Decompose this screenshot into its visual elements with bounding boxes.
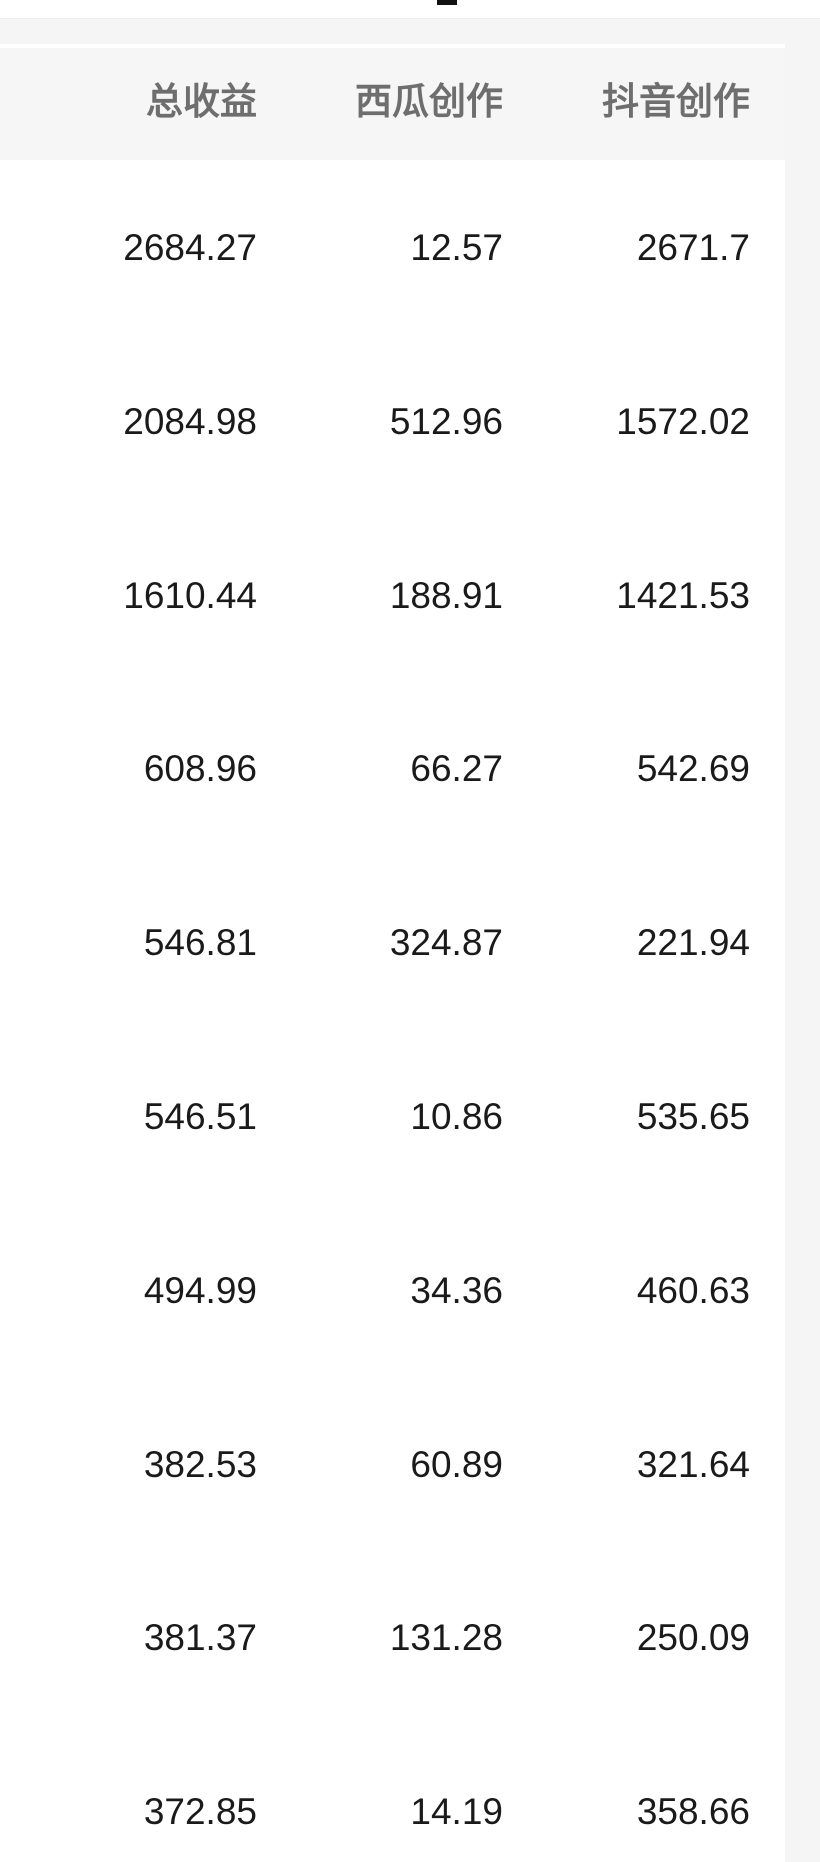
top-bar: [0, 0, 820, 19]
table-header: [0, 48, 785, 160]
douyin-cell: 460.63: [636, 1269, 750, 1311]
douyin-cell: 1421.53: [616, 574, 750, 616]
table-panel: [0, 44, 785, 1862]
total-revenue-cell: 1610.44: [123, 574, 257, 616]
column-header-douyin[interactable]: 抖音创作: [602, 81, 750, 122]
table-row[interactable]: 608.96 66.27 542.69: [0, 739, 785, 799]
xigua-cell: 14.19: [410, 1791, 503, 1833]
xigua-cell: 324.87: [389, 922, 503, 964]
douyin-cell: 2671.7: [636, 227, 750, 268]
table-row[interactable]: 372.85 14.19 358.66: [0, 1782, 785, 1842]
douyin-cell: 358.66: [636, 1791, 750, 1833]
douyin-cell: 221.94: [636, 922, 750, 964]
table-row[interactable]: 546.81 324.87 221.94: [0, 913, 785, 973]
total-revenue-cell: 381.37: [143, 1617, 257, 1659]
douyin-cell: 535.65: [636, 1096, 750, 1137]
total-revenue-cell: 2684.27: [123, 227, 257, 268]
total-revenue-cell: 2084.98: [123, 400, 257, 442]
xigua-cell: 66.27: [410, 748, 503, 790]
table-row[interactable]: 2684.27 12.57 2671.7: [0, 218, 785, 278]
total-revenue-cell: 546.51: [143, 1096, 257, 1137]
douyin-cell: 321.64: [636, 1443, 750, 1485]
column-header-xigua[interactable]: 西瓜创作: [355, 81, 503, 122]
table-row[interactable]: 2084.98 512.96 1572.02: [0, 392, 785, 452]
douyin-cell: 542.69: [636, 748, 750, 790]
douyin-cell: 1572.02: [616, 400, 750, 442]
total-revenue-cell: 546.81: [143, 922, 257, 964]
total-revenue-cell: 382.53: [143, 1443, 257, 1485]
xigua-cell: 512.96: [389, 400, 503, 442]
table-row[interactable]: 381.37 131.28 250.09: [0, 1608, 785, 1668]
total-revenue-cell: 608.96: [143, 748, 257, 790]
table-row[interactable]: 382.53 60.89 321.64: [0, 1435, 785, 1495]
table-row[interactable]: 546.51 10.86 535.65: [0, 1087, 785, 1147]
total-revenue-cell: 494.99: [143, 1269, 257, 1311]
xigua-cell: 34.36: [410, 1269, 503, 1311]
cursor-mark: [437, 0, 457, 5]
douyin-cell: 250.09: [636, 1617, 750, 1659]
table-row[interactable]: 494.99 34.36 460.63: [0, 1261, 785, 1321]
table-row[interactable]: 1610.44 188.91 1421.53: [0, 566, 785, 626]
column-header-total-revenue[interactable]: 总收益: [146, 81, 257, 122]
xigua-cell: 10.86: [410, 1096, 503, 1137]
total-revenue-cell: 372.85: [143, 1791, 257, 1833]
xigua-cell: 131.28: [389, 1617, 503, 1659]
xigua-cell: 188.91: [389, 574, 503, 616]
xigua-cell: 60.89: [410, 1443, 503, 1485]
xigua-cell: 12.57: [410, 227, 503, 268]
